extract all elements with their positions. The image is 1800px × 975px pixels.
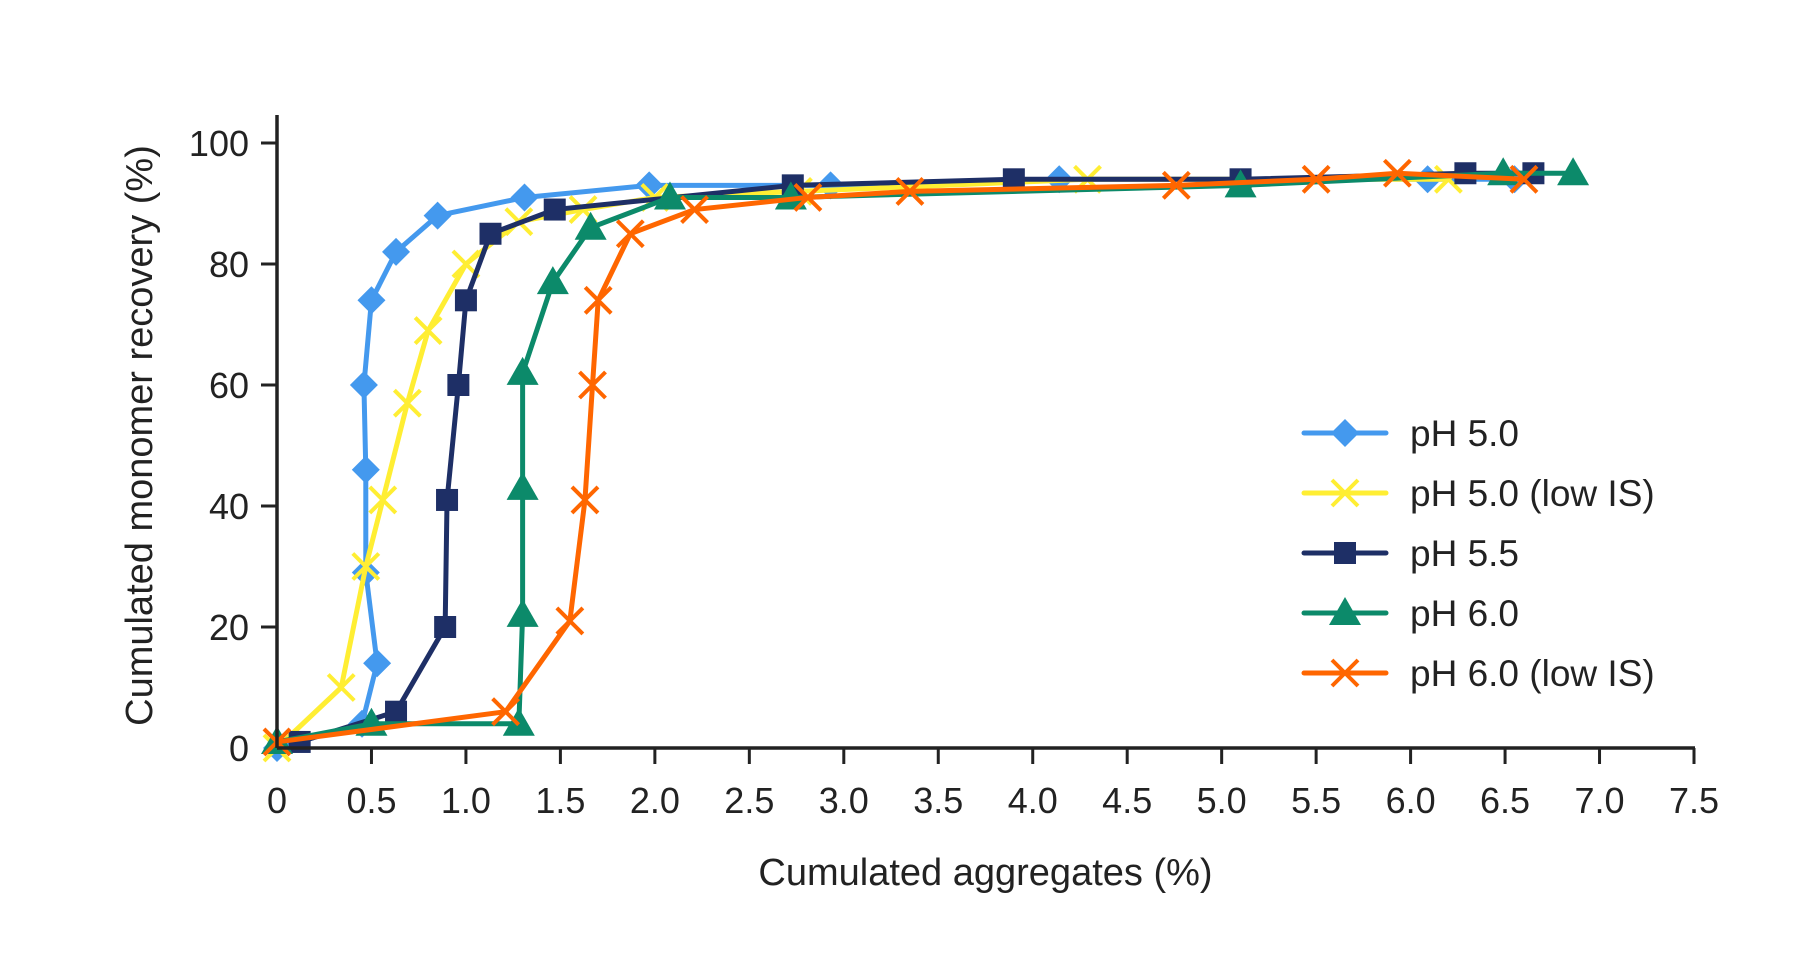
x-tick-label: 7.5 xyxy=(1669,780,1719,821)
series-ph-6-0-low-is xyxy=(262,158,1539,757)
data-point xyxy=(357,286,386,315)
legend-label: pH 5.0 (low IS) xyxy=(1410,473,1655,514)
data-point xyxy=(1161,170,1191,200)
data-point xyxy=(351,552,381,581)
data-point xyxy=(555,606,585,636)
data-point xyxy=(1301,164,1331,194)
x-tick-label: 3.0 xyxy=(819,780,869,821)
x-tick-label: 2.0 xyxy=(630,780,680,821)
x-tick-label: 3.5 xyxy=(913,780,963,821)
legend-label: pH 5.0 xyxy=(1410,413,1519,454)
data-point xyxy=(570,485,600,515)
data-point xyxy=(536,266,569,295)
data-point xyxy=(447,374,470,396)
data-point xyxy=(479,222,502,245)
legend-marker-x-icon xyxy=(1330,478,1360,508)
x-tick-label: 4.0 xyxy=(1008,780,1058,821)
data-point xyxy=(635,171,664,200)
legend: pH 5.0 pH 5.0 (low IS) pH 5.5 pH 6.0 pH 6.0 … xyxy=(1301,413,1655,694)
data-point xyxy=(382,237,411,266)
legend-label: pH 6.0 xyxy=(1410,593,1519,634)
axes: 0 0.5 1.0 1.5 2.0 2.5 3.0 3.5 4.0 4.5 5.0 5.5 6.0 6.5… xyxy=(119,115,1719,894)
data-point xyxy=(543,198,566,221)
legend-marker-diamond-icon xyxy=(1331,419,1359,447)
data-point xyxy=(434,616,457,638)
x-tick-label: 1.5 xyxy=(535,780,585,821)
x-tick-label: 2.5 xyxy=(724,780,774,821)
legend-marker-square-icon xyxy=(1334,542,1356,564)
data-point xyxy=(368,485,398,515)
data-point xyxy=(454,289,477,312)
x-tick-label: 4.5 xyxy=(1102,780,1152,821)
x-tick-label: 6.5 xyxy=(1480,780,1530,821)
data-point xyxy=(895,176,925,206)
y-tick-label: 100 xyxy=(189,123,249,164)
data-point xyxy=(413,316,443,345)
x-tick-label: 5.0 xyxy=(1197,780,1247,821)
legend-item: pH 5.0 (low IS) xyxy=(1301,473,1655,514)
data-point xyxy=(793,183,823,212)
series-ph-5-0-low-is xyxy=(262,164,1463,763)
x-tick-label: 5.5 xyxy=(1291,780,1341,821)
data-point xyxy=(653,181,686,210)
data-point xyxy=(326,673,356,702)
data-point xyxy=(1002,168,1025,191)
data-point xyxy=(506,356,539,385)
data-point xyxy=(363,649,392,678)
legend-marker-triangle-icon xyxy=(1329,597,1361,625)
data-point xyxy=(436,488,459,511)
x-tick-label: 6.0 xyxy=(1386,780,1436,821)
series-line xyxy=(298,170,1534,745)
legend-item: pH 6.0 xyxy=(1301,593,1519,634)
x-tick-label: 7.0 xyxy=(1575,780,1625,821)
data-point xyxy=(349,371,378,399)
y-axis-title: Cumulated monomer recovery (%) xyxy=(119,145,161,726)
data-point xyxy=(615,219,645,249)
legend-label: pH 6.0 (low IS) xyxy=(1410,653,1655,694)
legend-marker-x-icon xyxy=(1330,658,1360,688)
data-point xyxy=(1382,158,1412,188)
y-tick-label: 60 xyxy=(209,365,249,406)
y-tick-label: 0 xyxy=(229,728,249,769)
y-tick-label: 80 xyxy=(209,244,249,285)
data-point xyxy=(423,201,452,230)
data-point xyxy=(574,211,607,240)
x-tick-label: 1.0 xyxy=(441,780,491,821)
data-point xyxy=(583,285,613,315)
x-tick-label: 0 xyxy=(267,780,287,821)
data-point xyxy=(392,388,422,418)
data-point xyxy=(578,370,607,400)
legend-item: pH 5.5 xyxy=(1301,533,1519,574)
x-axis-title: Cumulated aggregates (%) xyxy=(758,852,1212,894)
y-tick-label: 20 xyxy=(209,607,249,648)
data-point xyxy=(351,455,380,484)
data-point xyxy=(385,700,408,723)
y-ticks: 0 20 40 60 80 100 xyxy=(189,123,277,769)
data-point xyxy=(506,471,539,500)
series-ph-6-0 xyxy=(261,157,1590,754)
data-point xyxy=(502,707,535,736)
legend-item: pH 5.0 xyxy=(1301,413,1519,454)
y-tick-label: 40 xyxy=(209,486,249,527)
data-point xyxy=(680,195,709,224)
data-point xyxy=(506,598,539,627)
series-layer xyxy=(261,157,1590,763)
data-point xyxy=(510,183,539,212)
data-point xyxy=(1557,157,1590,186)
data-point xyxy=(491,697,521,727)
x-tick-label: 0.5 xyxy=(346,780,396,821)
data-point xyxy=(1509,164,1539,194)
legend-item: pH 6.0 (low IS) xyxy=(1301,653,1655,694)
series-line xyxy=(276,170,1525,745)
legend-label: pH 5.5 xyxy=(1410,533,1519,574)
x-ticks: 0 0.5 1.0 1.5 2.0 2.5 3.0 3.5 4.0 4.5 5.0 5.5 6.0 6.5… xyxy=(267,748,1719,821)
